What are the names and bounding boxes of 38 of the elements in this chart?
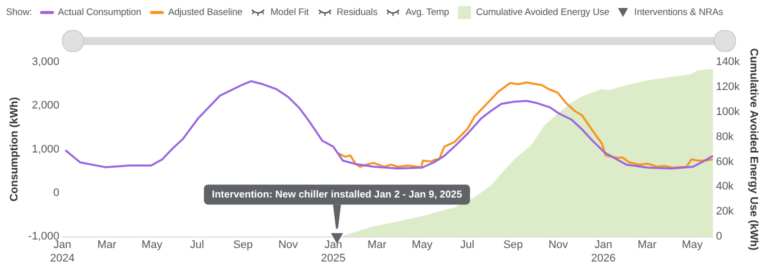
text: Show: — [6, 7, 32, 18]
y-tick-label: 3,000 — [32, 56, 60, 68]
y2-tick-label: 80k — [716, 130, 734, 143]
legend-label: Actual Consumption — [56, 7, 142, 18]
legend-label: Interventions & NRAs — [633, 7, 724, 18]
x-tick-label: Jul — [460, 239, 474, 252]
x-tick-label: May — [142, 239, 163, 252]
x-tick-label: May — [412, 239, 433, 252]
y2-tick-label: 60k — [716, 156, 734, 168]
y-tick-label: 1,000 — [32, 143, 60, 156]
y-axis-title: Consumption (kWh) — [8, 96, 21, 202]
y2-axis-title: Cumulative Avoided Energy Use (kWh) — [747, 48, 760, 251]
x-tick-label: Jan 2025 — [321, 239, 346, 264]
annotation: Intervention: New chiller installed Jan 2 - Jan 9, 2025 — [212, 189, 462, 200]
y-tick-label: 2,000 — [32, 100, 60, 112]
x-tick-label: Nov — [548, 239, 569, 252]
x-tick-label: Jan 2026 — [591, 239, 616, 264]
x-tick-label: Mar — [97, 239, 117, 252]
y2-tick-label: 140k — [716, 56, 740, 68]
text: Residuals — [336, 7, 378, 18]
y2-tick-label: 120k — [716, 80, 740, 93]
y2-tick-label: 100k — [716, 106, 740, 118]
x-tick-label: Sep — [503, 239, 523, 252]
y2-tick-label: 0 — [716, 230, 722, 243]
x-tick-label: Sep — [233, 239, 253, 252]
x-tick-label: May — [682, 239, 704, 252]
y2-tick-label: 40k — [716, 180, 734, 193]
y2-tick-label: 20k — [716, 206, 734, 218]
x-tick-label: Jan 2024 — [50, 239, 75, 264]
x-tick-label: Nov — [278, 239, 298, 252]
legend-label: Cumulative Avoided Energy Use — [475, 6, 610, 19]
x-tick-label: Mar — [367, 239, 387, 252]
x-tick-label: Jul — [190, 239, 204, 252]
x-tick-label: Mar — [638, 239, 657, 252]
legend-label: Adjusted Baseline — [167, 7, 242, 18]
y-tick-label: 0 — [53, 186, 60, 199]
text: Model Fit — [269, 7, 309, 18]
text: Avg. Temp — [404, 7, 450, 18]
